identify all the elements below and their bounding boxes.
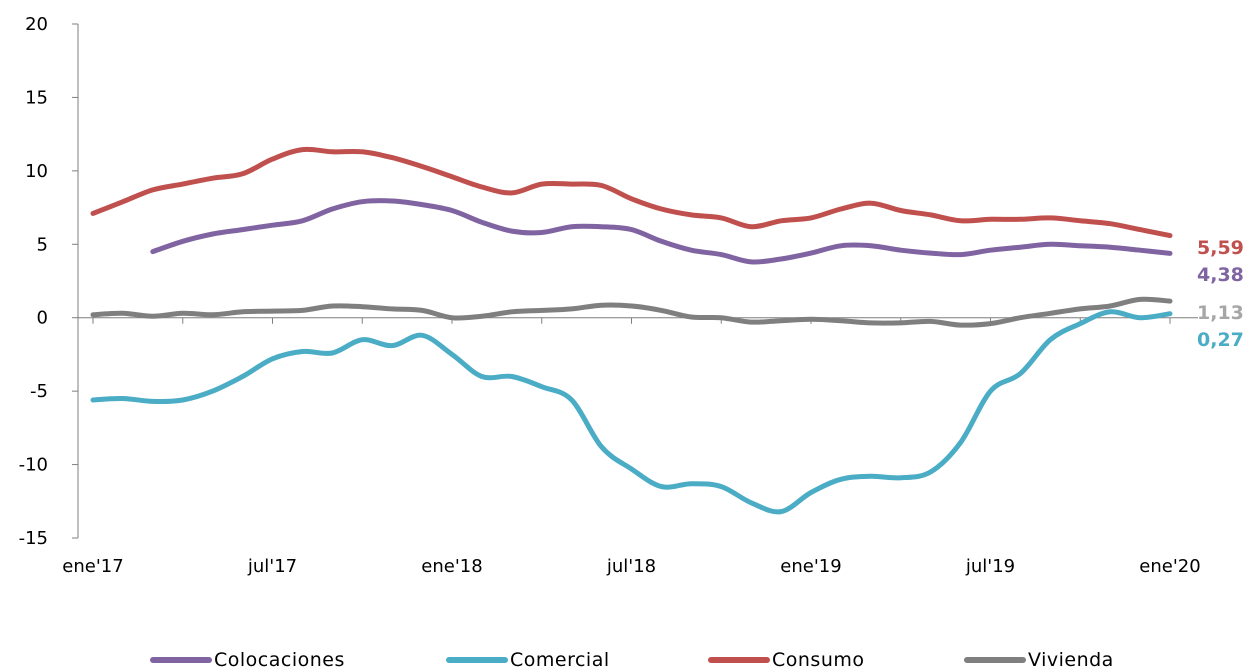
y-tick-label: -5 (30, 381, 48, 402)
legend-swatch-colocaciones (150, 657, 212, 663)
x-tick-label: ene'18 (421, 556, 482, 577)
y-tick-label: 20 (25, 14, 48, 35)
y-tick-label: 15 (25, 87, 48, 108)
legend-swatch-comercial (446, 657, 508, 663)
x-tick-label: ene'17 (62, 556, 123, 577)
legend: Colocaciones Comercial Consumo Vivienda (0, 648, 1254, 672)
line-chart: -15 -10 -5 0 5 10 15 20 ene'17 jul'17 ene'18 jul'1… (19, 14, 1244, 577)
legend-swatch-consumo (708, 657, 770, 663)
x-tick-label: jul'19 (965, 556, 1015, 577)
legend-label-vivienda: Vivienda (1028, 649, 1114, 671)
y-tick-label: 0 (37, 308, 48, 329)
end-label-consumo: 5,59 (1197, 237, 1244, 259)
legend-label-colocaciones: Colocaciones (214, 649, 345, 671)
legend-item-consumo: Consumo (708, 648, 865, 672)
series-line-consumo (90, 146, 1173, 239)
x-tick-label: jul'18 (606, 556, 656, 577)
series-line-comercial (90, 309, 1173, 515)
legend-swatch-vivienda (964, 657, 1026, 663)
y-tick-label: 10 (25, 161, 48, 182)
end-labels: 1,13 4,38 5,59 0,27 (1197, 237, 1244, 351)
legend-item-colocaciones: Colocaciones (150, 648, 345, 672)
x-tick-label: ene'20 (1139, 556, 1200, 577)
series-line-colocaciones (150, 198, 1173, 265)
x-tick-label: jul'17 (247, 556, 297, 577)
x-tick-label: ene'19 (780, 556, 841, 577)
end-label-comercial: 0,27 (1197, 329, 1244, 351)
legend-label-comercial: Comercial (510, 649, 610, 671)
y-axis: -15 -10 -5 0 5 10 15 20 (19, 14, 79, 549)
y-tick-label: -10 (19, 455, 48, 476)
x-axis: ene'17 jul'17 ene'18 jul'18 ene'19 jul'19 ene'… (62, 317, 1201, 577)
series-line-vivienda (90, 296, 1173, 328)
legend-item-vivienda: Vivienda (964, 648, 1114, 672)
y-tick-label: 5 (37, 234, 48, 255)
end-label-colocaciones: 4,38 (1197, 264, 1244, 286)
legend-label-consumo: Consumo (772, 649, 865, 671)
legend-item-comercial: Comercial (446, 648, 610, 672)
series-lines (90, 146, 1173, 515)
end-label-vivienda: 1,13 (1197, 302, 1244, 324)
y-tick-label: -15 (19, 528, 48, 549)
